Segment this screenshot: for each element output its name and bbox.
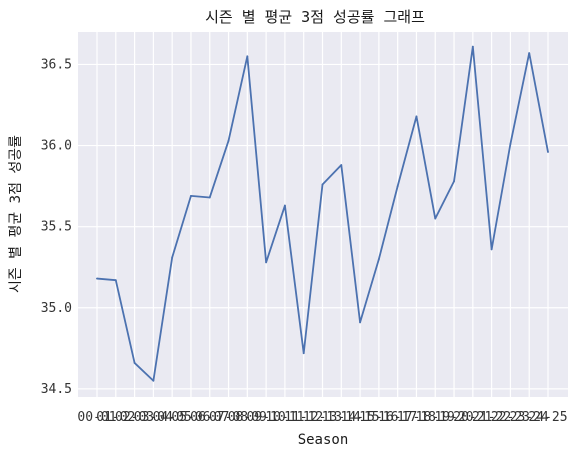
y-axis-label: 시즌 별 평균 3점 성공률 xyxy=(8,135,24,293)
data-point xyxy=(96,277,98,280)
x-tick-label: 04-05 xyxy=(153,410,192,425)
x-tick-label: 00-01 xyxy=(77,410,116,425)
data-point xyxy=(152,379,155,382)
x-tick-label: 21-22 xyxy=(472,410,511,425)
y-tick-label: 36.5 xyxy=(41,57,72,72)
data-point xyxy=(471,45,474,48)
y-tick-label: 36.0 xyxy=(41,139,72,154)
y-tick-label: 35.5 xyxy=(41,220,72,235)
x-tick-label: 17-18 xyxy=(397,410,436,425)
data-point xyxy=(453,180,455,183)
data-point xyxy=(190,194,192,197)
data-point xyxy=(509,143,512,145)
data-point xyxy=(415,115,418,118)
x-tick-label: 07-08 xyxy=(209,410,248,425)
y-tick-label: 35.0 xyxy=(41,301,72,316)
x-axis-label: Season xyxy=(298,432,349,448)
x-tick-label: 18-19 xyxy=(416,410,455,425)
data-point xyxy=(133,362,136,364)
x-tick-label: 13-14 xyxy=(322,410,361,425)
data-point xyxy=(302,352,305,355)
data-point xyxy=(265,261,268,264)
data-point xyxy=(434,217,437,220)
data-point xyxy=(528,52,531,54)
data-point xyxy=(284,204,286,207)
x-tick-label: 19-20 xyxy=(434,410,473,425)
y-axis-ticks: 34.5 35.0 35.5 36.0 36.5 xyxy=(41,57,72,396)
series-group xyxy=(96,45,549,382)
data-point xyxy=(396,185,399,188)
data-point xyxy=(246,55,249,58)
x-tick-label: 08-09 xyxy=(228,410,267,425)
data-point xyxy=(227,139,230,142)
data-point xyxy=(340,164,343,166)
x-tick-label: 06-07 xyxy=(190,410,229,425)
chart-title: 시즌 별 평균 3점 성공률 그래프 xyxy=(205,8,425,26)
data-point xyxy=(114,279,117,282)
grid-lines xyxy=(78,32,568,397)
x-axis-ticks: 00-0101-0202-0303-0404-0505-0606-0707-08… xyxy=(77,410,567,425)
x-tick-label: 12-13 xyxy=(303,410,342,425)
data-point xyxy=(171,256,174,259)
x-tick-label: 23-24 xyxy=(510,410,549,425)
data-point xyxy=(490,248,493,251)
x-tick-label: 10-11 xyxy=(265,410,304,425)
data-point xyxy=(547,151,549,153)
data-point xyxy=(377,258,380,261)
x-tick-label: 05-06 xyxy=(171,410,210,425)
x-tick-label: 15-16 xyxy=(359,410,398,425)
y-tick-label: 34.5 xyxy=(41,382,72,397)
x-tick-label: 01-02 xyxy=(96,410,135,425)
x-tick-label: 03-04 xyxy=(134,410,173,425)
x-tick-label: 09-10 xyxy=(247,410,286,425)
x-tick-label: 20-21 xyxy=(453,410,492,425)
x-tick-label: 16-17 xyxy=(378,410,417,425)
x-tick-label: 11-12 xyxy=(284,410,323,425)
x-tick-label: 02-03 xyxy=(115,410,154,425)
x-tick-label: 22-23 xyxy=(491,410,530,425)
data-point xyxy=(321,183,324,186)
data-point xyxy=(208,196,211,199)
x-tick-label: 24-25 xyxy=(528,410,567,425)
data-point xyxy=(359,321,361,324)
x-tick-label: 14-15 xyxy=(341,410,380,425)
